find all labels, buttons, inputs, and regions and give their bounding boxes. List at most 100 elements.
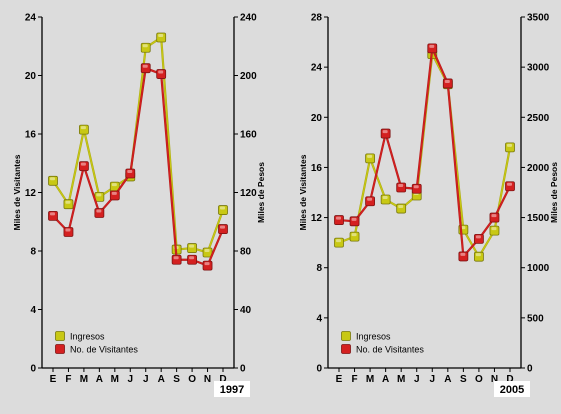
data-point-shine: [413, 185, 419, 189]
data-point-shine: [475, 235, 481, 239]
data-point-shine: [475, 253, 481, 257]
year-tag: 1997: [220, 384, 244, 396]
left-tick-label: 20: [311, 113, 323, 124]
series-line-highlight: [52, 67, 224, 267]
series-visitantes: [334, 43, 515, 262]
year-tag-box: [494, 381, 530, 397]
data-point-shine: [367, 197, 373, 201]
data-point-shine: [142, 64, 148, 68]
left-tick-label: 8: [316, 263, 322, 274]
x-tick-label: J: [127, 374, 133, 385]
series-line-highlight: [338, 53, 511, 258]
x-tick-label: E: [336, 374, 343, 385]
x-tick-label: M: [111, 374, 119, 385]
data-point-shine: [429, 44, 435, 48]
data-point-shine: [460, 252, 466, 256]
legend-label: Ingresos: [356, 332, 391, 342]
series-line-highlight: [338, 47, 511, 258]
data-point-shine: [507, 143, 512, 147]
x-tick-label: J: [143, 374, 149, 385]
year-tag-box: [214, 381, 250, 397]
x-tick-label: M: [366, 374, 374, 385]
right-tick-label: 3000: [527, 63, 550, 74]
data-point-shine: [204, 262, 210, 266]
x-tick-label: D: [219, 374, 226, 385]
left-tick-label: 8: [30, 247, 36, 258]
left-tick-label: 4: [30, 305, 36, 316]
left-tick-label: 24: [311, 63, 323, 74]
left-tick-label: 16: [25, 130, 37, 141]
data-point-shine: [127, 169, 133, 173]
left-tick-label: 12: [311, 213, 323, 224]
right-tick-label: 0: [527, 364, 533, 375]
legend-label: Ingresos: [70, 332, 105, 342]
right-tick-label: 120: [240, 188, 257, 199]
left-axis-title: Miles de Visitantes: [12, 154, 22, 230]
left-tick-label: 12: [25, 188, 37, 199]
x-tick-label: O: [188, 374, 196, 385]
data-point-shine: [158, 70, 164, 74]
data-point-shine: [507, 182, 512, 186]
data-point-shine: [398, 205, 404, 209]
left-tick-label: 0: [316, 364, 322, 375]
x-tick-label: A: [96, 374, 103, 385]
series-ingresos: [48, 32, 228, 258]
data-point-shine: [111, 183, 117, 187]
data-point-shine: [204, 248, 210, 252]
series-ingresos: [334, 49, 515, 262]
series-visitantes: [48, 63, 228, 271]
data-point-shine: [50, 212, 55, 216]
legend-swatch: [341, 331, 351, 341]
left-tick-label: 28: [311, 13, 323, 24]
data-point-shine: [80, 162, 86, 166]
data-point-shine: [220, 206, 225, 210]
right-tick-label: 200: [240, 71, 257, 82]
x-tick-label: N: [491, 374, 498, 385]
x-tick-label: S: [460, 374, 467, 385]
x-tick-label: M: [397, 374, 405, 385]
x-tick-label: O: [475, 374, 483, 385]
data-point-shine: [336, 239, 341, 243]
right-tick-label: 500: [527, 313, 544, 324]
right-tick-label: 160: [240, 130, 257, 141]
left-axis-title: Miles de Visitantes: [298, 154, 308, 230]
x-tick-label: J: [429, 374, 435, 385]
legend-swatch: [55, 344, 65, 354]
legend-swatch: [55, 331, 65, 341]
data-point-shine: [398, 183, 404, 187]
data-point-shine: [382, 130, 388, 134]
series-line: [338, 47, 511, 258]
x-tick-label: E: [50, 374, 57, 385]
right-tick-label: 40: [240, 305, 252, 316]
right-tick-label: 3500: [527, 13, 550, 24]
data-point-shine: [444, 79, 450, 83]
data-point-shine: [96, 209, 102, 213]
x-tick-label: N: [204, 374, 211, 385]
x-tick-label: F: [65, 374, 71, 385]
x-tick-label: M: [80, 374, 88, 385]
data-point-shine: [65, 228, 71, 232]
right-tick-label: 240: [240, 13, 257, 24]
data-point-shine: [96, 193, 102, 197]
data-point-shine: [382, 196, 388, 200]
right-tick-label: 80: [240, 247, 252, 258]
right-axis-title: Miles de Pesos: [549, 162, 559, 223]
data-point-shine: [220, 225, 225, 229]
data-point-shine: [142, 44, 148, 48]
data-point-shine: [50, 177, 55, 181]
data-point-shine: [173, 256, 179, 260]
series-line: [52, 67, 225, 267]
x-tick-label: F: [351, 374, 357, 385]
data-point-shine: [491, 214, 497, 218]
x-tick-label: A: [382, 374, 389, 385]
year-tag: 2005: [500, 384, 524, 396]
right-axis-title: Miles de Pesos: [256, 162, 266, 223]
x-tick-label: J: [414, 374, 420, 385]
right-tick-label: 2500: [527, 113, 550, 124]
left-tick-label: 20: [25, 71, 37, 82]
x-tick-label: D: [506, 374, 513, 385]
data-point-shine: [189, 256, 195, 260]
left-tick-label: 16: [311, 163, 323, 174]
